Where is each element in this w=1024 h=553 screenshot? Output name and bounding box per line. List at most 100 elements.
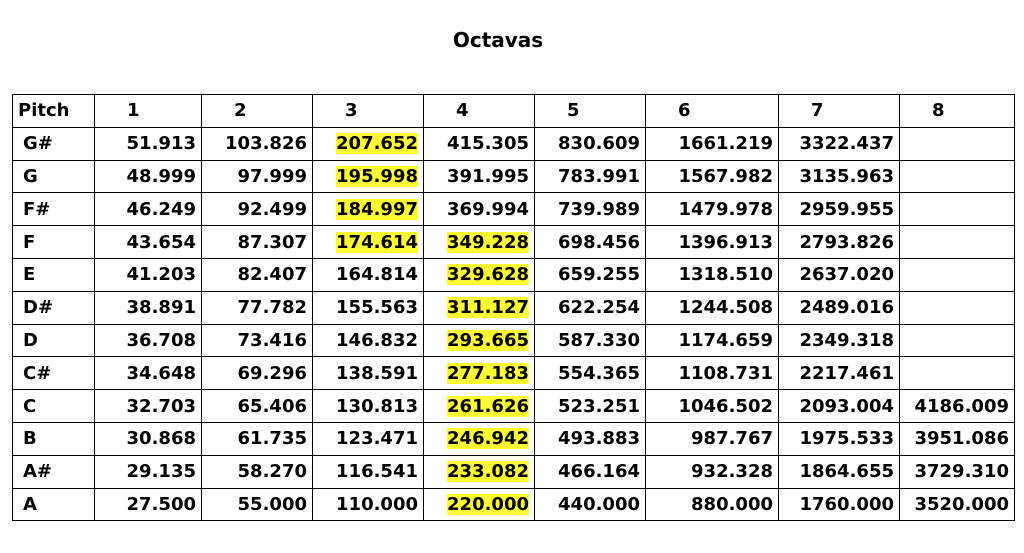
highlighted-frequency: 233.082 — [447, 461, 529, 483]
highlighted-frequency: 329.628 — [447, 264, 529, 286]
frequency-cell: 164.814 — [312, 257, 424, 292]
frequency-cell: 36.708 — [94, 323, 202, 358]
frequency-cell: 48.999 — [94, 159, 202, 194]
frequency-value: 391.995 — [447, 165, 529, 187]
frequency-value: 1567.982 — [678, 165, 773, 187]
table-row: A# 29.135 58.270 116.541 233.082 466.164 932.3… — [12, 454, 1015, 489]
frequency-value: 110.000 — [336, 493, 418, 515]
frequency-cell: 329.628 — [423, 257, 535, 292]
frequency-cell: 61.735 — [201, 421, 313, 456]
octave-frequency-table: Pitch 1 2 3 4 5 6 7 8 G# 51.913 103.826 207.652 415.… — [12, 94, 1015, 522]
frequency-value: 554.365 — [558, 362, 640, 384]
frequency-value: 51.913 — [126, 133, 196, 155]
highlighted-frequency: 207.652 — [336, 133, 418, 155]
header-octave-4: 4 — [423, 94, 535, 128]
frequency-value: 116.541 — [336, 461, 418, 483]
frequency-value: 2093.004 — [799, 395, 894, 417]
frequency-value: 369.994 — [447, 198, 529, 220]
frequency-cell: 277.183 — [423, 356, 535, 391]
frequency-value: 43.654 — [126, 231, 196, 253]
frequency-cell: 2793.826 — [778, 225, 900, 259]
frequency-cell: 2959.955 — [778, 192, 900, 227]
pitch-cell: G — [12, 159, 95, 194]
frequency-value: 138.591 — [336, 362, 418, 384]
frequency-cell: 349.228 — [423, 225, 535, 259]
frequency-value: 97.999 — [237, 165, 307, 187]
frequency-cell: 69.296 — [201, 356, 313, 391]
frequency-cell: 1864.655 — [778, 454, 900, 489]
frequency-value: 830.609 — [558, 133, 640, 155]
frequency-value: 493.883 — [558, 428, 640, 450]
frequency-cell: 29.135 — [94, 454, 202, 489]
frequency-value: 2793.826 — [799, 231, 894, 253]
header-octave-6: 6 — [645, 94, 779, 128]
frequency-cell: 32.703 — [94, 389, 202, 423]
frequency-cell: 523.251 — [534, 389, 646, 423]
frequency-cell: 1108.731 — [645, 356, 779, 391]
table-row: F 43.654 87.307 174.614 349.228 698.456 1396.9… — [12, 225, 1015, 259]
frequency-cell: 27.500 — [94, 487, 202, 522]
frequency-cell: 82.407 — [201, 257, 313, 292]
frequency-value: 2217.461 — [799, 362, 894, 384]
frequency-value: 92.499 — [237, 198, 307, 220]
frequency-cell: 391.995 — [423, 159, 535, 194]
frequency-value: 1046.502 — [678, 395, 773, 417]
frequency-value: 38.891 — [126, 297, 196, 319]
frequency-cell: 1396.913 — [645, 225, 779, 259]
frequency-value: 587.330 — [558, 329, 640, 351]
frequency-cell: 1244.508 — [645, 290, 779, 325]
frequency-value: 698.456 — [558, 231, 640, 253]
frequency-cell: 233.082 — [423, 454, 535, 489]
frequency-value: 77.782 — [237, 297, 307, 319]
frequency-cell: 3135.963 — [778, 159, 900, 194]
frequency-value: 2489.016 — [799, 297, 894, 319]
frequency-cell: 261.626 — [423, 389, 535, 423]
frequency-value: 41.203 — [126, 264, 196, 286]
frequency-value: 3520.000 — [914, 493, 1009, 515]
frequency-cell: 123.471 — [312, 421, 424, 456]
table-row: G# 51.913 103.826 207.652 415.305 830.609 1661… — [12, 126, 1015, 161]
frequency-cell: 116.541 — [312, 454, 424, 489]
frequency-value: 103.826 — [225, 133, 307, 155]
frequency-cell: 293.665 — [423, 323, 535, 358]
frequency-cell: 311.127 — [423, 290, 535, 325]
highlighted-frequency: 349.228 — [447, 231, 529, 253]
frequency-value: 783.991 — [558, 165, 640, 187]
frequency-cell: 65.406 — [201, 389, 313, 423]
highlighted-frequency: 311.127 — [447, 297, 529, 319]
pitch-cell: F# — [12, 192, 95, 227]
table-row: D# 38.891 77.782 155.563 311.127 622.254 1244.… — [12, 290, 1015, 325]
frequency-cell: 220.000 — [423, 487, 535, 522]
frequency-cell: 2637.020 — [778, 257, 900, 292]
frequency-cell: 739.989 — [534, 192, 646, 227]
pitch-cell: A# — [12, 454, 95, 489]
header-octave-8: 8 — [899, 94, 1015, 128]
highlighted-frequency: 246.942 — [447, 428, 529, 450]
frequency-value: 3951.086 — [914, 428, 1009, 450]
frequency-cell: 3951.086 — [899, 421, 1015, 456]
header-row: Pitch 1 2 3 4 5 6 7 8 — [12, 94, 1015, 128]
frequency-cell — [899, 323, 1015, 358]
frequency-value: 659.255 — [558, 264, 640, 286]
frequency-value: 622.254 — [558, 297, 640, 319]
frequency-value: 1244.508 — [678, 297, 773, 319]
frequency-cell: 38.891 — [94, 290, 202, 325]
frequency-value: 82.407 — [237, 264, 307, 286]
frequency-cell: 3520.000 — [899, 487, 1015, 522]
frequency-cell: 51.913 — [94, 126, 202, 161]
frequency-cell: 46.249 — [94, 192, 202, 227]
frequency-value: 73.416 — [237, 329, 307, 351]
frequency-cell: 880.000 — [645, 487, 779, 522]
frequency-cell — [899, 126, 1015, 161]
frequency-value: 58.270 — [237, 461, 307, 483]
frequency-cell: 698.456 — [534, 225, 646, 259]
frequency-value: 55.000 — [237, 493, 307, 515]
table-row: F# 46.249 92.499 184.997 369.994 739.989 1479.… — [12, 192, 1015, 227]
frequency-cell: 466.164 — [534, 454, 646, 489]
frequency-cell: 2217.461 — [778, 356, 900, 391]
frequency-cell — [899, 290, 1015, 325]
frequency-value: 3729.310 — [914, 461, 1009, 483]
pitch-cell: F — [12, 225, 95, 259]
frequency-cell: 493.883 — [534, 421, 646, 456]
frequency-value: 1396.913 — [678, 231, 773, 253]
